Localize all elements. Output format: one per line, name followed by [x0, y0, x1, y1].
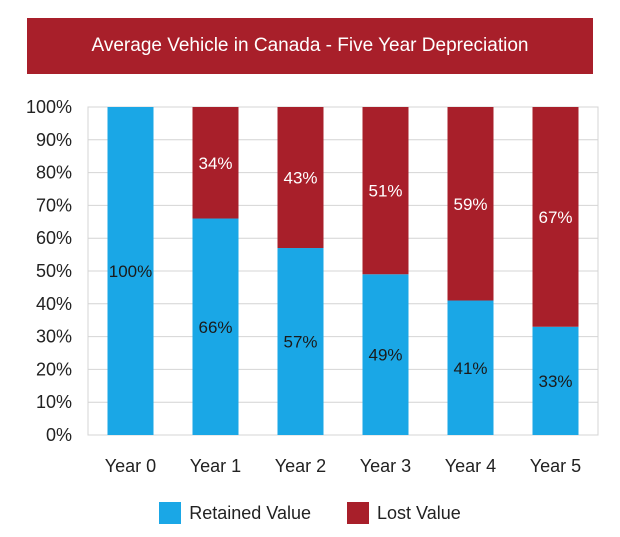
chart-title: Average Vehicle in Canada - Five Year De… — [91, 35, 529, 56]
data-label-retained: 57% — [283, 333, 317, 352]
data-label-lost: 51% — [368, 182, 402, 201]
data-label-lost: 67% — [538, 208, 572, 227]
x-category-label: Year 2 — [275, 456, 326, 476]
legend-label-lost: Lost Value — [377, 502, 461, 523]
data-label-retained: 66% — [198, 318, 232, 337]
legend-item-lost: Lost Value — [347, 502, 461, 524]
bar-retained-value — [362, 274, 409, 435]
y-tick-label: 80% — [36, 163, 72, 183]
x-category-label: Year 5 — [530, 456, 581, 476]
y-tick-label: 90% — [36, 130, 72, 150]
bar-retained-value — [192, 218, 239, 435]
legend-swatch-lost — [347, 502, 370, 524]
data-label-lost: 43% — [283, 169, 317, 188]
data-label-lost: 34% — [198, 154, 232, 173]
bar-lost-value — [532, 107, 579, 327]
data-label-retained: 33% — [538, 372, 572, 391]
y-tick-label: 50% — [36, 261, 72, 281]
chart-legend: Retained Value Lost Value — [0, 502, 620, 524]
legend-item-retained: Retained Value — [159, 502, 311, 524]
x-category-label: Year 3 — [360, 456, 411, 476]
y-tick-label: 30% — [36, 327, 72, 347]
y-tick-label: 40% — [36, 294, 72, 314]
plot-frame — [87, 106, 599, 436]
y-tick-label: 10% — [36, 392, 72, 412]
bar-lost-value — [362, 107, 409, 275]
x-category-label: Year 1 — [190, 456, 241, 476]
legend-swatch-retained — [159, 502, 182, 524]
x-category-label: Year 0 — [105, 456, 156, 476]
y-tick-label: 70% — [36, 195, 72, 215]
bar-lost-value — [277, 107, 324, 249]
y-tick-label: 60% — [36, 228, 72, 248]
bar-retained-value — [277, 248, 324, 435]
y-tick-label: 20% — [36, 359, 72, 379]
data-label-retained: 49% — [368, 346, 402, 365]
bar-lost-value — [447, 107, 494, 301]
data-label-retained: 41% — [453, 359, 487, 378]
bar-lost-value — [192, 107, 239, 219]
y-tick-label: 0% — [46, 425, 72, 445]
x-category-label: Year 4 — [445, 456, 496, 476]
data-label-retained: 100% — [109, 262, 152, 281]
y-tick-label: 100% — [26, 97, 72, 117]
stacked-bar-chart: 0% 10% 20% 30% 40% 50% 60% 70% 80% 90% 100% 100% Yea… — [26, 97, 599, 476]
bar-retained-value — [447, 300, 494, 435]
chart-title-banner: Average Vehicle in Canada - Five Year De… — [27, 18, 593, 74]
bar-retained-value — [532, 326, 579, 435]
bar-retained-value — [107, 107, 154, 435]
data-label-lost: 59% — [453, 195, 487, 214]
legend-label-retained: Retained Value — [189, 502, 312, 523]
